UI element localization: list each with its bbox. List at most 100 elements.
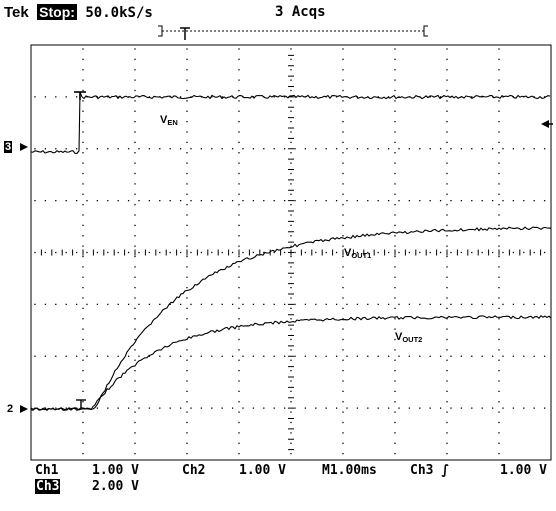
graticule-dot [290,48,292,50]
graticule-dot [481,407,483,409]
graticule-dot [394,380,396,382]
graticule-dot [179,96,182,98]
graticule-dot [429,96,431,98]
graticule-dot [335,355,338,357]
graticule-dot [446,58,448,61]
graticule-dot [446,452,448,455]
graticule-dot [238,224,240,227]
graticule-dot [221,199,223,202]
graticule-dot [211,251,213,254]
graticule-dot [394,411,396,413]
graticule-dot [342,193,344,195]
graticule-dot [356,199,359,202]
graticule-dot [498,131,500,133]
trigger-position-marker [180,27,190,40]
graticule-dot [498,359,500,361]
graticule-dot [543,96,546,98]
trigger-readout: Ch3 ∫ [410,463,450,478]
graticule-dot [491,303,494,306]
graticule-dot [394,338,396,341]
graticule-dot [75,148,78,150]
graticule-dot [211,407,213,409]
graticule-dot [394,359,396,361]
graticule-dot [377,96,379,98]
graticule-dot [221,407,223,409]
graticule-dot [211,96,213,98]
graticule-dot [450,148,452,150]
graticule-dot [342,58,344,61]
graticule-dot [238,141,240,144]
graticule-dot [82,401,84,403]
graticule-dot [134,245,136,247]
graticule-dot [242,407,244,409]
graticule-dot [342,452,344,455]
trigger-level-arrow [541,120,553,128]
graticule-dot [200,199,203,202]
graticule-dot [446,369,448,372]
graticule-dot [134,110,136,112]
ch2-marker: 2 [7,403,14,415]
graticule-dot [231,407,234,409]
graticule-dot [439,355,442,357]
trigger-point-marker-en [74,91,86,100]
graticule-dot [290,297,292,299]
graticule-dot [342,442,344,444]
graticule-dot [134,89,136,92]
graticule-dot [134,255,136,258]
graticule-dot [446,390,448,393]
graticule-dot [523,148,525,150]
graticule-dot [238,286,240,289]
graticule-dot [290,452,292,455]
graticule-dot [238,421,240,424]
graticule-dot [134,369,136,372]
graticule-dot [44,148,47,150]
graticule-dot [502,199,504,202]
graticule-dot [342,172,344,175]
graticule-dot [134,338,136,341]
graticule-dot [394,110,396,112]
graticule-dot [82,131,84,133]
graticule-dot [75,199,78,202]
graticule-dot [342,307,344,310]
graticule-dot [394,307,396,310]
graticule-dot [471,251,473,254]
graticule-dot [186,421,188,424]
graticule-dot [315,251,317,254]
graticule-dot [543,303,546,306]
graticule-dot [134,193,136,195]
graticule-dot [394,235,396,237]
graticule-dot [387,96,390,98]
graticule-dot [186,193,188,195]
graticule-dot [387,407,390,409]
graticule-dot [398,199,400,202]
graticule-dot [127,199,130,202]
graticule-dot [356,148,359,150]
graticule-dot [65,199,67,202]
graticule-dot [273,96,275,98]
label-ven: VEN [160,114,178,127]
graticule-dot [523,355,525,357]
graticule-dot [186,390,188,393]
graticule-dot [221,251,223,254]
graticule-dot [394,266,396,268]
graticule-dot [498,110,500,112]
graticule-dot [75,355,78,357]
graticule-dot [186,235,188,237]
graticule-dot [159,355,161,357]
graticule-dot [387,303,390,306]
graticule-dot [471,148,473,150]
graticule-dot [134,203,136,206]
graticule-dot [446,69,448,71]
graticule-dot [446,245,448,247]
graticule-dot [290,266,292,268]
brand-label: Tek [4,4,29,21]
graticule-dot [419,355,421,357]
graticule-dot [117,303,119,306]
graticule-dot [159,199,161,202]
graticule-dot [342,224,344,227]
graticule-dot [498,442,500,444]
graticule-dot [394,442,396,444]
graticule-dot [294,303,296,306]
graticule-dot [290,235,292,237]
record-view-bracket [158,25,428,37]
